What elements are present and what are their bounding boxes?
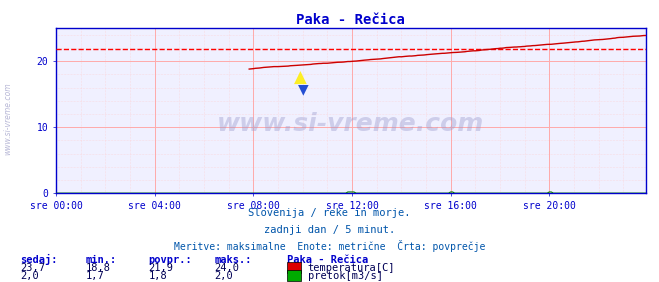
Text: 1,8: 1,8	[148, 271, 167, 281]
Text: 1,7: 1,7	[86, 271, 104, 281]
Text: sedaj:: sedaj:	[20, 254, 57, 265]
Text: zadnji dan / 5 minut.: zadnji dan / 5 minut.	[264, 225, 395, 235]
Text: 2,0: 2,0	[214, 271, 233, 281]
Text: Meritve: maksimalne  Enote: metrične  Črta: povprečje: Meritve: maksimalne Enote: metrične Črta…	[174, 240, 485, 252]
Text: 23,7: 23,7	[20, 263, 45, 273]
Text: www.si-vreme.com: www.si-vreme.com	[217, 112, 484, 136]
Text: 18,8: 18,8	[86, 263, 111, 273]
Text: maks.:: maks.:	[214, 255, 252, 265]
Text: pretok[m3/s]: pretok[m3/s]	[308, 271, 383, 281]
Text: www.si-vreme.com: www.si-vreme.com	[3, 82, 13, 155]
Text: 2,0: 2,0	[20, 271, 38, 281]
Text: ▲: ▲	[295, 69, 307, 87]
Text: 21,9: 21,9	[148, 263, 173, 273]
Text: Slovenija / reke in morje.: Slovenija / reke in morje.	[248, 208, 411, 218]
Text: 24,0: 24,0	[214, 263, 239, 273]
Title: Paka - Rečica: Paka - Rečica	[297, 13, 405, 27]
Text: min.:: min.:	[86, 255, 117, 265]
Text: ▼: ▼	[299, 82, 309, 96]
Text: temperatura[C]: temperatura[C]	[308, 263, 395, 273]
Text: povpr.:: povpr.:	[148, 255, 192, 265]
Text: Paka - Rečica: Paka - Rečica	[287, 255, 368, 265]
